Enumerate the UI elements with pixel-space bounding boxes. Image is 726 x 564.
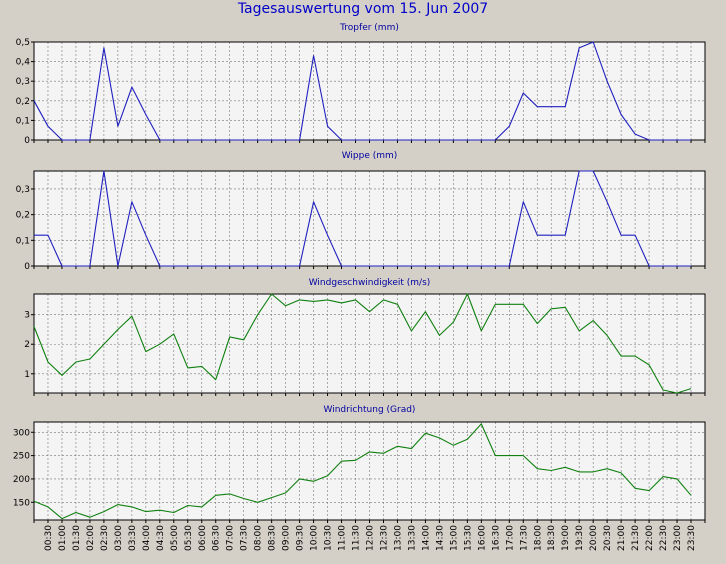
y-tick-label-3-0: 150 (13, 498, 30, 508)
y-tick-label-0-3: 0,3 (16, 77, 30, 87)
x-tick-label-46: 23:30 (687, 525, 697, 551)
y-tick-label-2-0: 1 (24, 370, 30, 380)
y-tick-label-1-1: 0,1 (16, 236, 30, 246)
page-title: Tagesauswertung vom 15. Jun 2007 (237, 1, 489, 17)
y-tick-label-3-1: 200 (13, 475, 30, 485)
y-tick-label-0-0: 0 (24, 136, 30, 146)
x-tick-label-36: 18:30 (547, 525, 557, 551)
x-tick-label-25: 13:00 (393, 525, 403, 551)
x-tick-label-15: 08:00 (254, 525, 264, 551)
x-tick-label-44: 22:30 (659, 525, 669, 551)
panel-title-3: Windrichtung (Grad) (324, 405, 416, 415)
plot-area-1 (34, 171, 705, 266)
x-tick-label-28: 14:30 (435, 525, 445, 551)
y-tick-label-2-2: 3 (24, 311, 30, 321)
x-tick-label-7: 04:00 (142, 525, 152, 551)
y-tick-label-3-2: 250 (13, 452, 30, 462)
series-line-2 (33, 293, 692, 394)
x-tick-label-33: 17:00 (505, 525, 515, 551)
x-tick-label-20: 10:30 (324, 525, 334, 551)
x-tick-label-11: 06:00 (198, 525, 208, 551)
x-tick-label-34: 17:30 (519, 525, 529, 551)
x-tick-label-22: 11:30 (352, 525, 362, 551)
y-tick-label-0-5: 0,5 (16, 38, 30, 48)
x-tick-label-4: 02:30 (100, 525, 110, 551)
y-tick-label-2-1: 2 (24, 340, 30, 350)
x-tick-label-26: 13:30 (407, 525, 417, 551)
x-tick-label-6: 03:30 (128, 525, 138, 551)
x-tick-label-23: 12:00 (366, 525, 376, 551)
panel-title-2: Windgeschwindigkeit (m/s) (309, 278, 431, 288)
y-tick-label-1-0: 0 (24, 262, 30, 272)
x-tick-label-18: 09:30 (296, 525, 306, 551)
panel-title-1: Wippe (mm) (342, 151, 398, 161)
x-tick-label-41: 21:00 (617, 525, 627, 551)
x-tick-label-0: 00:30 (44, 525, 54, 551)
x-tick-label-30: 15:30 (463, 525, 473, 551)
x-tick-label-5: 03:00 (114, 525, 124, 551)
y-tick-label-0-2: 0,2 (16, 97, 30, 107)
x-tick-label-37: 19:00 (561, 525, 571, 551)
y-tick-label-1-2: 0,2 (16, 211, 30, 221)
y-tick-label-0-1: 0,1 (16, 116, 30, 126)
y-tick-label-0-4: 0,4 (16, 58, 31, 68)
x-tick-label-12: 06:30 (212, 525, 222, 551)
x-tick-label-19: 10:00 (310, 525, 320, 551)
plot-frame-3 (33, 421, 706, 521)
x-tick-label-45: 23:00 (673, 525, 683, 551)
x-tick-label-42: 21:30 (631, 525, 641, 551)
x-tick-label-24: 12:30 (379, 525, 389, 551)
x-tick-label-21: 11:00 (338, 525, 348, 551)
series-line-1 (34, 170, 691, 267)
x-tick-label-2: 01:30 (72, 525, 82, 551)
x-tick-label-31: 16:00 (477, 525, 487, 551)
x-tick-label-40: 20:30 (603, 525, 613, 551)
series-line-3 (33, 423, 692, 520)
x-tick-label-16: 08:30 (268, 525, 278, 551)
x-tick-label-1: 01:00 (58, 525, 68, 551)
x-tick-label-8: 04:30 (156, 525, 166, 551)
x-tick-label-39: 20:00 (589, 525, 599, 551)
y-tick-label-1-3: 0,3 (16, 185, 30, 195)
panel-title-0: Tropfer (mm) (339, 23, 399, 33)
x-tick-label-35: 18:00 (533, 525, 543, 551)
x-tick-label-32: 16:30 (491, 525, 501, 551)
x-tick-label-13: 07:00 (226, 525, 236, 551)
x-tick-label-9: 05:00 (170, 525, 180, 551)
plot-frame-2 (33, 293, 706, 394)
x-tick-label-43: 22:00 (645, 525, 655, 551)
x-tick-label-27: 14:00 (421, 525, 431, 551)
x-tick-label-17: 09:00 (282, 525, 292, 551)
x-tick-label-29: 15:00 (449, 525, 459, 551)
x-tick-label-38: 19:30 (575, 525, 585, 551)
y-tick-label-3-3: 300 (13, 428, 30, 438)
series-line-0 (33, 41, 691, 141)
x-tick-label-3: 02:00 (86, 525, 96, 551)
x-tick-label-10: 05:30 (184, 525, 194, 551)
x-tick-label-14: 07:30 (240, 525, 250, 551)
